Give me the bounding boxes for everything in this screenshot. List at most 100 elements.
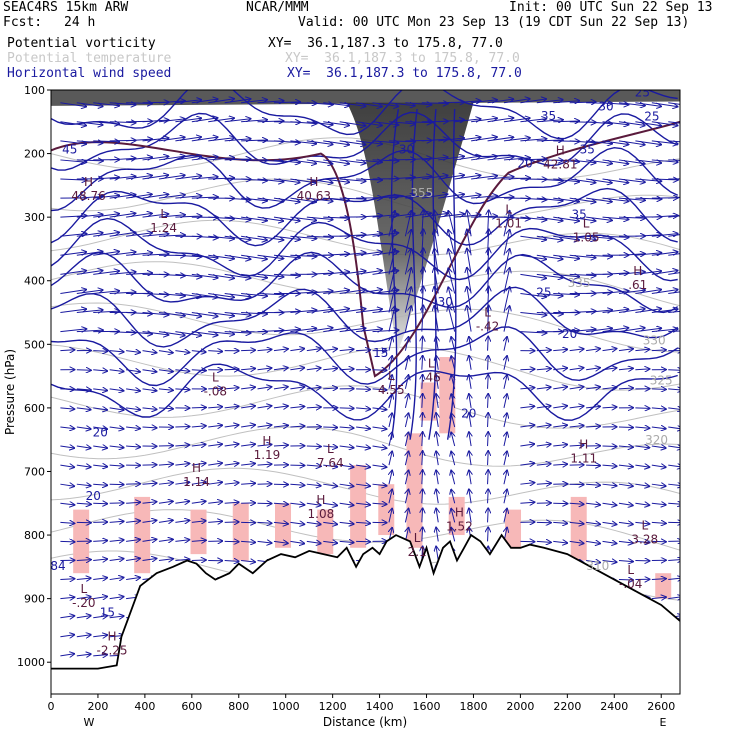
wind-vector [635,140,661,145]
wind-vector [372,484,387,486]
wind-vector [569,541,584,543]
wind-vector [126,253,152,256]
wind-vector [306,503,321,505]
wind-vector [208,444,222,446]
wind-vector [142,408,157,410]
wind-vector [290,236,316,238]
wind-vector [191,331,218,336]
wind-vector [126,558,140,560]
wind-vector [388,195,415,198]
wind-vector [536,541,551,542]
wind-vector [257,387,272,389]
wind-vector [372,102,399,107]
wind-vector [93,102,119,106]
wind-vector [487,177,514,179]
wind-vector [257,254,284,258]
wind-vector [436,337,438,351]
pv-extremum-value-2: 42.81 [543,157,577,171]
wind-vector [142,520,157,522]
wind-vector [536,179,563,181]
wind-vector [339,328,366,333]
wind-vector [448,230,456,256]
wind-vector [224,388,239,389]
wind-vector [388,230,395,256]
wind-vector [60,121,86,126]
wind-vector [241,198,267,201]
wind-vector [536,235,563,240]
wind-vector [109,540,124,542]
wind-speed-contour [51,286,679,348]
wind-vector [421,139,448,141]
wind-vector [618,349,633,351]
wind-vector [224,235,251,239]
wind-vector [569,141,596,143]
wind-vector [224,463,239,465]
wind-vector [586,541,600,543]
wind-vector [290,178,316,183]
wind-vector [273,406,288,408]
wind-vector [76,121,103,125]
x-tick-label: 1600 [413,700,441,713]
pv-extremum-value-6: 7.64 [317,456,344,470]
pv-extremum-letter-15: L [641,518,648,532]
wind-vector [553,179,579,182]
wind-vector [323,103,349,106]
x-tick-label: 2400 [600,700,628,713]
wind-vector [651,252,678,256]
wind-vector [405,195,431,199]
wind-vector [323,140,349,145]
wind-vector [388,211,395,237]
wind-speed-contour-jet [409,108,418,440]
potential-temperature-contour [51,426,680,467]
wind-vector [438,138,464,141]
wind-vector [421,194,448,199]
wind-vector [553,293,579,294]
wind-vector [635,541,649,542]
wind-vector [224,483,239,485]
wind-vector [520,463,534,465]
wind-vector [323,159,349,164]
wind-vector [372,465,387,467]
wind-vector [372,330,399,332]
wind-vector [602,484,617,486]
legend-potential-vorticity-xy: XY= 36.1,187.3 to 175.8, 77.0 [268,36,503,51]
wind-vector [306,465,321,466]
wind-vector [356,102,382,107]
wind-vector [93,291,119,294]
wind-vector [469,451,471,466]
wind-vector [553,445,567,447]
wind-vector [109,232,136,237]
wind-vector [142,331,169,335]
wind-vector [126,389,140,391]
wind-vector [504,356,507,370]
legend-potential-temperature-xy: XY= 36.1,187.3 to 175.8, 77.0 [285,51,520,66]
wind-vector [436,451,438,466]
wind-vector [536,120,563,122]
wind-vector [356,503,370,505]
wind-vector [339,369,354,370]
wind-vector [405,394,408,409]
wind-vector [404,211,411,237]
wind-vector [290,216,316,220]
x-tick-label: 0 [48,700,55,713]
wind-vector [339,427,354,428]
wind-vector [602,122,629,125]
wind-vector [290,522,304,524]
wind-vector [306,273,333,274]
wind-speed-label-11: 15 [100,605,115,619]
pv-extremum-letter-0: H [84,175,93,189]
wind-vector [126,427,140,429]
wind-vector [323,388,337,389]
wind-vector [306,178,333,183]
wind-vector [586,522,600,524]
wind-vector [76,465,91,467]
wind-vector [76,233,103,237]
wind-vector [60,635,74,637]
wind-vector [93,141,119,142]
wind-vector [224,406,239,408]
wind-vector [142,559,157,561]
wind-vector [142,293,169,294]
pv-extremum-letter-2: H [556,143,565,157]
wind-vector [504,509,507,523]
wind-vector [76,271,103,275]
